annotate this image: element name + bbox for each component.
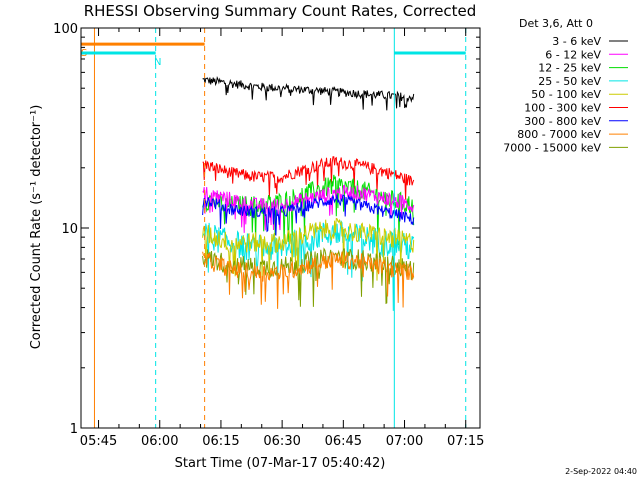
y-tick-label: 1 — [70, 422, 78, 437]
flag-label-n: N — [154, 57, 161, 68]
data-layer — [202, 76, 415, 311]
series-line-3-6-kev — [202, 76, 415, 111]
legend-label: 6 - 12 keV — [545, 48, 601, 61]
legend-label: 12 - 25 keV — [538, 62, 601, 75]
x-tick-label: 06:30 — [263, 434, 300, 449]
series-line-25-50-kev — [202, 219, 415, 311]
series-line-800-7000-kev — [202, 250, 415, 309]
x-axis-label: Start Time (07-Mar-17 05:40:42) — [175, 456, 386, 471]
marker-layer: SN — [80, 28, 467, 428]
legend-label: 50 - 100 keV — [531, 88, 601, 101]
legend-label: 300 - 800 keV — [524, 115, 601, 128]
legend-label: 800 - 7000 keV — [517, 128, 601, 141]
y-tick-label: 100 — [53, 22, 78, 37]
x-tick-label: 07:15 — [447, 434, 484, 449]
series-line-100-300-kev — [202, 156, 415, 200]
series-line-50-100-kev — [202, 217, 415, 281]
series-line-6-12-kev — [202, 184, 415, 233]
x-tick-label: 05:45 — [80, 434, 117, 449]
x-tick-label: 06:00 — [141, 434, 178, 449]
y-tick-label: 10 — [61, 222, 78, 237]
x-tick-label: 06:45 — [325, 434, 362, 449]
x-tick-label: 07:00 — [386, 434, 423, 449]
legend-title: Det 3,6, Att 0 — [519, 17, 593, 30]
y-axis-label: Corrected Count Rate (s⁻¹ detector⁻¹) — [29, 105, 44, 350]
legend-label: 7000 - 15000 keV — [503, 141, 601, 154]
series-line-300-800-kev — [202, 194, 415, 236]
axes-layer: 1 10 100 05:45 06:00 06:15 06:30 06:45 07:00 07:1… — [53, 22, 484, 449]
legend-label: 3 - 6 keV — [552, 35, 601, 48]
legend-label: 25 - 50 keV — [538, 75, 601, 88]
legend-label: 100 - 300 keV — [524, 102, 601, 115]
chart-title: RHESSI Observing Summary Count Rates, Co… — [84, 2, 477, 20]
footer-timestamp: 2-Sep-2022 04:40 — [565, 467, 637, 476]
x-tick-label: 06:15 — [202, 434, 239, 449]
